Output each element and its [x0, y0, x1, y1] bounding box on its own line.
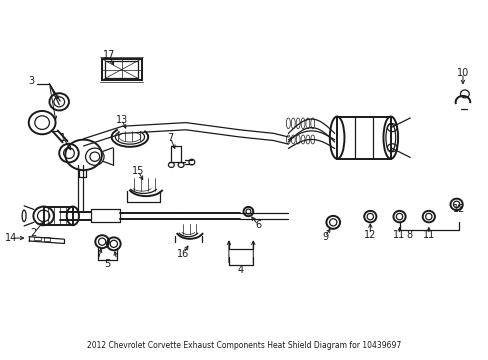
Bar	[34, 237, 41, 240]
Text: 17: 17	[102, 50, 115, 60]
Bar	[43, 237, 50, 241]
Text: 13: 13	[115, 115, 127, 125]
Bar	[43, 207, 73, 225]
Text: 16: 16	[177, 248, 189, 258]
Bar	[336, 117, 390, 159]
Text: 10: 10	[456, 68, 468, 78]
Text: 12: 12	[364, 230, 376, 239]
Text: 7: 7	[167, 133, 173, 143]
Text: 4: 4	[237, 265, 243, 275]
Text: 11: 11	[393, 230, 405, 239]
Text: 5: 5	[103, 259, 110, 269]
Text: 8: 8	[406, 230, 411, 239]
Text: 1: 1	[60, 133, 66, 143]
Text: 9: 9	[321, 232, 327, 242]
Text: 6: 6	[255, 220, 261, 230]
Bar	[102, 59, 142, 80]
Bar	[105, 61, 138, 78]
Text: 14: 14	[5, 233, 18, 243]
Text: 11: 11	[422, 230, 434, 239]
Text: 2: 2	[31, 228, 37, 238]
Text: 12: 12	[452, 204, 464, 215]
Text: 2012 Chevrolet Corvette Exhaust Components Heat Shield Diagram for 10439697: 2012 Chevrolet Corvette Exhaust Componen…	[87, 341, 401, 350]
Text: 15: 15	[132, 166, 144, 176]
Text: 3: 3	[28, 76, 35, 86]
